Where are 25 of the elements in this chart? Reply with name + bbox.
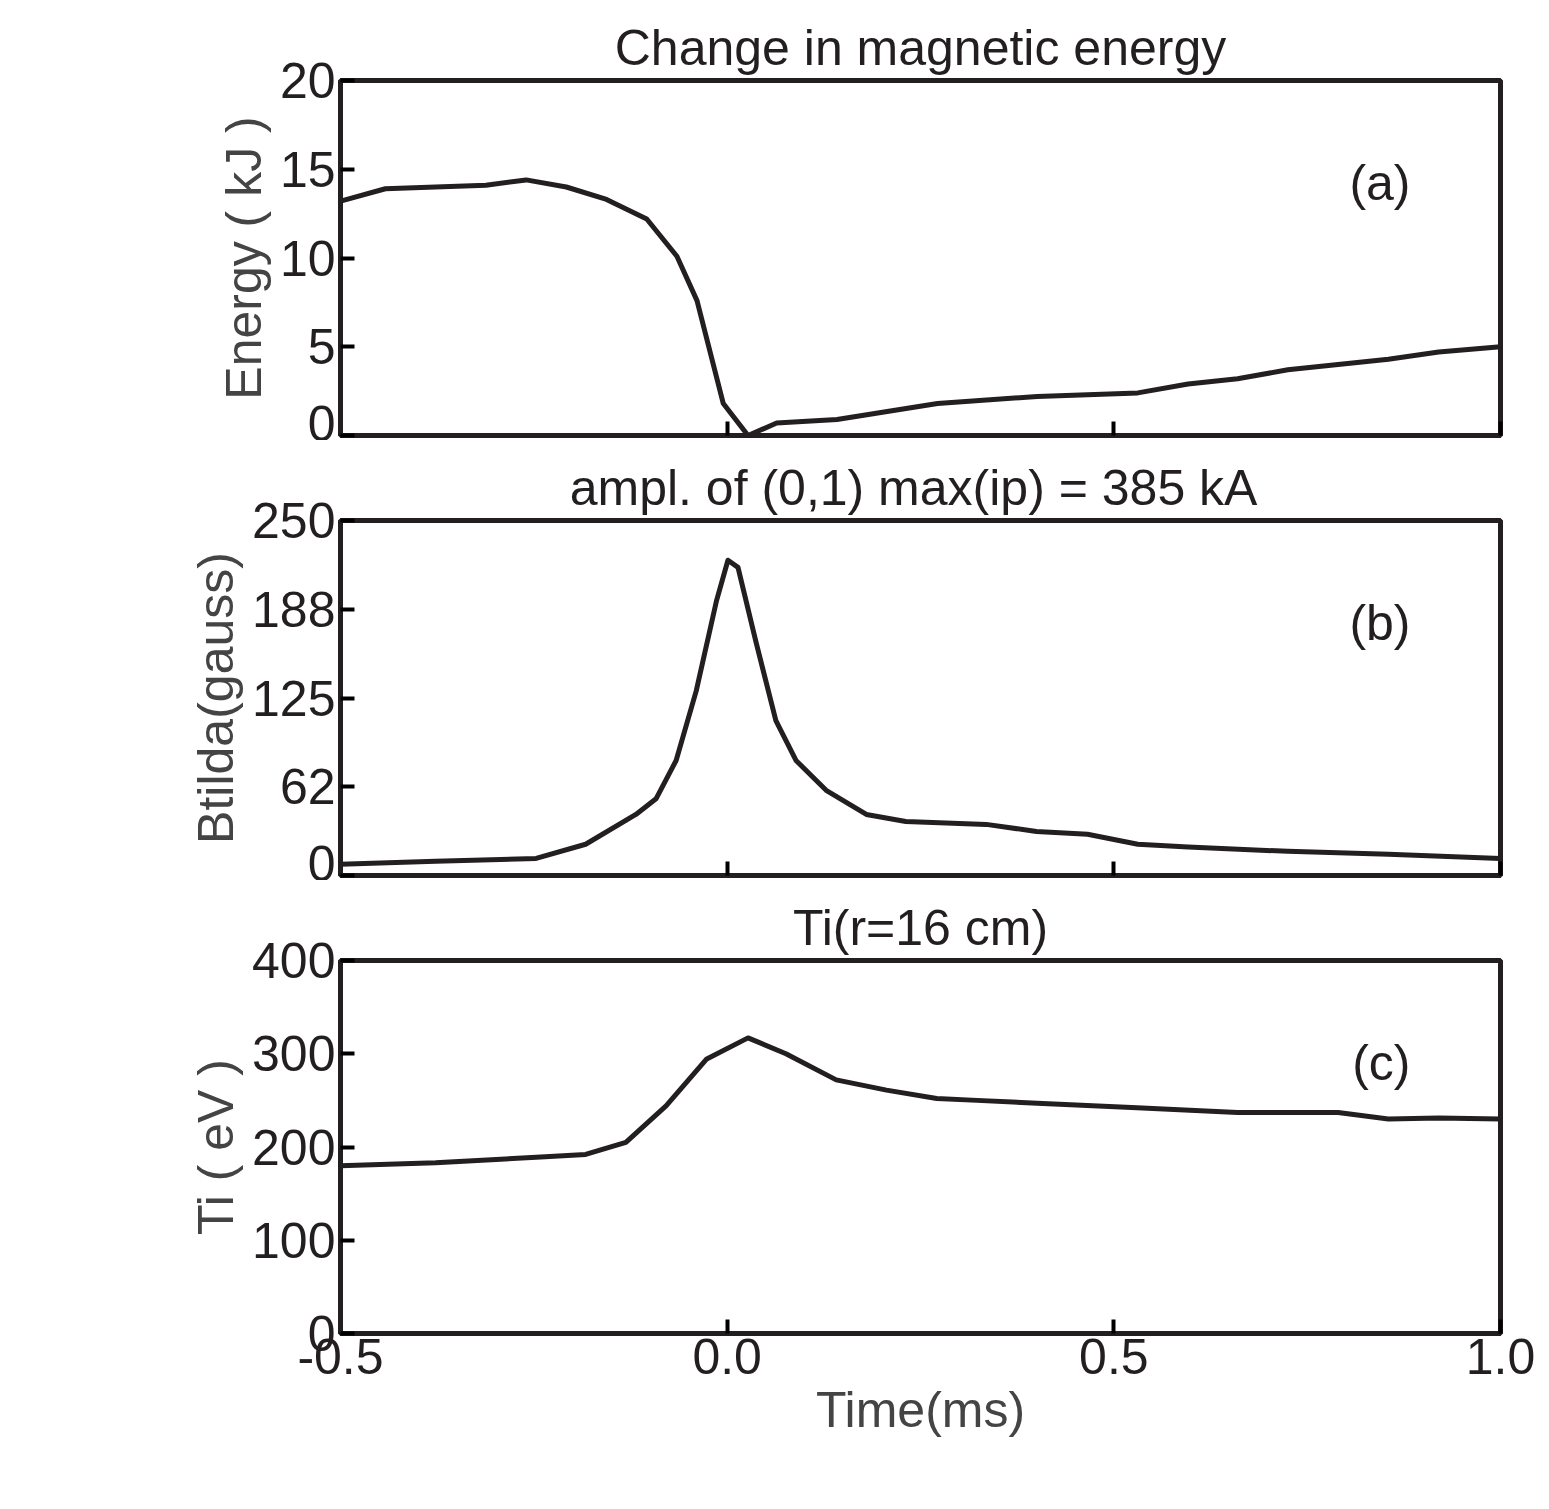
annotation: (b) [1349,594,1411,651]
y-tick-label: 200 [252,1119,336,1176]
y-axis-title: Ti ( eV ) [188,1059,245,1235]
annotation: (a) [1349,154,1411,211]
y-axis-title: Energy ( kJ ) [215,116,272,400]
x-axis-title: Time(ms) [815,1381,1026,1438]
y-tick-label: 100 [252,1212,336,1269]
y-tick-label: 400 [252,933,336,989]
x-tick-label: 0.0 [692,1328,762,1385]
x-tick-label: 1.0 [1465,1328,1536,1385]
chart-title: Change in magnetic energy [614,19,1227,76]
y-tick-label: 5 [307,319,336,376]
x-tick-label: 0.5 [1079,1328,1149,1385]
y-tick-label: 20 [279,53,336,109]
chart-title: ampl. of (0,1) max(ip) = 385 kA [569,459,1259,516]
y-axis-title: Btilda(gauss) [188,552,245,844]
chart-title: Ti(r=16 cm) [792,899,1049,956]
y-tick-label: 300 [252,1026,336,1083]
y-tick-label: 10 [279,230,336,287]
annotation: (c) [1352,1034,1411,1091]
y-tick-label: 125 [252,670,336,727]
y-tick-label: 250 [252,493,336,549]
y-tick-label: 15 [279,141,336,198]
y-tick-label: 188 [252,581,336,638]
y-tick-label: 62 [279,759,336,816]
